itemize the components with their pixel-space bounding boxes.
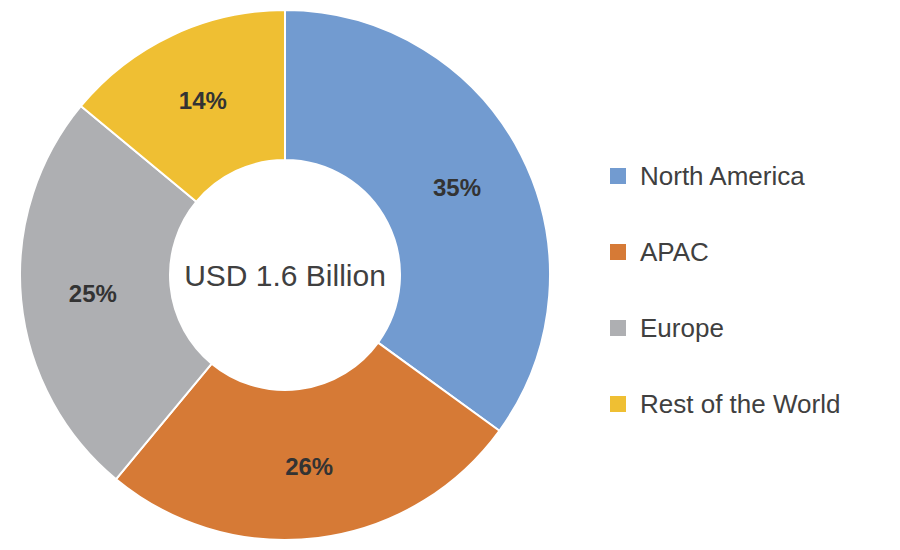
svg-text:Rest of the World: Rest of the World xyxy=(640,389,840,419)
svg-text:25%: 25% xyxy=(69,280,117,307)
svg-text:26%: 26% xyxy=(285,453,333,480)
svg-text:North America: North America xyxy=(640,161,805,191)
svg-text:USD 1.6 Billion: USD 1.6 Billion xyxy=(184,259,386,292)
svg-text:14%: 14% xyxy=(179,87,227,114)
svg-text:APAC: APAC xyxy=(640,237,709,267)
svg-text:35%: 35% xyxy=(433,174,481,201)
svg-text:Europe: Europe xyxy=(640,313,724,343)
